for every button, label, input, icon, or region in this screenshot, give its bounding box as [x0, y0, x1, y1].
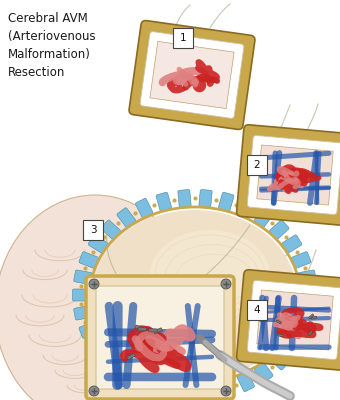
Ellipse shape [150, 230, 270, 320]
Bar [257, 145, 333, 205]
Bar [308, 330, 313, 336]
FancyBboxPatch shape [86, 276, 234, 399]
Circle shape [89, 386, 99, 396]
Bar [309, 314, 314, 319]
FancyBboxPatch shape [292, 252, 311, 268]
Text: (Arteriovenous: (Arteriovenous [8, 30, 96, 43]
Circle shape [221, 279, 231, 289]
Circle shape [89, 279, 99, 289]
Bar [126, 353, 135, 360]
FancyBboxPatch shape [254, 362, 273, 382]
FancyBboxPatch shape [79, 252, 98, 268]
FancyBboxPatch shape [237, 270, 340, 370]
FancyBboxPatch shape [117, 362, 136, 382]
Text: 3: 3 [90, 225, 96, 235]
Bar [311, 316, 317, 319]
FancyBboxPatch shape [74, 270, 92, 284]
FancyBboxPatch shape [292, 322, 311, 338]
FancyBboxPatch shape [301, 289, 318, 301]
FancyBboxPatch shape [218, 192, 234, 211]
FancyBboxPatch shape [156, 379, 172, 398]
Bar [247, 155, 267, 175]
FancyBboxPatch shape [247, 136, 340, 214]
Text: 4: 4 [254, 305, 260, 315]
Text: Cerebral AVM: Cerebral AVM [8, 12, 88, 25]
Bar [154, 328, 163, 334]
FancyBboxPatch shape [178, 190, 191, 207]
FancyBboxPatch shape [135, 198, 153, 218]
FancyBboxPatch shape [96, 286, 224, 389]
Ellipse shape [93, 210, 297, 380]
FancyBboxPatch shape [199, 190, 212, 207]
Bar [150, 42, 234, 108]
FancyBboxPatch shape [88, 235, 108, 253]
FancyBboxPatch shape [282, 235, 302, 253]
FancyBboxPatch shape [79, 322, 98, 338]
FancyBboxPatch shape [247, 280, 340, 360]
FancyBboxPatch shape [101, 351, 121, 370]
FancyBboxPatch shape [140, 32, 244, 118]
FancyBboxPatch shape [129, 20, 255, 130]
Ellipse shape [0, 195, 195, 400]
Bar [257, 290, 333, 350]
Text: 1: 1 [180, 33, 186, 43]
FancyBboxPatch shape [298, 270, 316, 284]
FancyBboxPatch shape [237, 372, 255, 392]
FancyBboxPatch shape [199, 383, 212, 400]
FancyBboxPatch shape [88, 337, 108, 355]
FancyBboxPatch shape [72, 289, 89, 301]
Bar [247, 300, 267, 320]
FancyBboxPatch shape [270, 220, 289, 239]
Bar [276, 320, 282, 324]
FancyBboxPatch shape [117, 208, 136, 228]
FancyBboxPatch shape [218, 379, 234, 398]
Text: 2: 2 [254, 160, 260, 170]
Bar [173, 28, 193, 48]
FancyBboxPatch shape [101, 220, 121, 239]
FancyBboxPatch shape [237, 198, 255, 218]
Text: Resection: Resection [8, 66, 65, 79]
FancyBboxPatch shape [178, 383, 191, 400]
FancyBboxPatch shape [237, 125, 340, 225]
Bar [278, 334, 283, 337]
Circle shape [221, 386, 231, 396]
Bar [83, 220, 103, 240]
Text: Malformation): Malformation) [8, 48, 91, 61]
Bar [149, 329, 157, 332]
FancyBboxPatch shape [270, 351, 289, 370]
FancyBboxPatch shape [298, 306, 316, 320]
FancyBboxPatch shape [254, 208, 273, 228]
FancyBboxPatch shape [282, 337, 302, 355]
FancyBboxPatch shape [74, 306, 92, 320]
Bar [135, 325, 144, 330]
Bar [138, 328, 147, 331]
FancyBboxPatch shape [156, 192, 172, 211]
FancyBboxPatch shape [135, 372, 153, 392]
